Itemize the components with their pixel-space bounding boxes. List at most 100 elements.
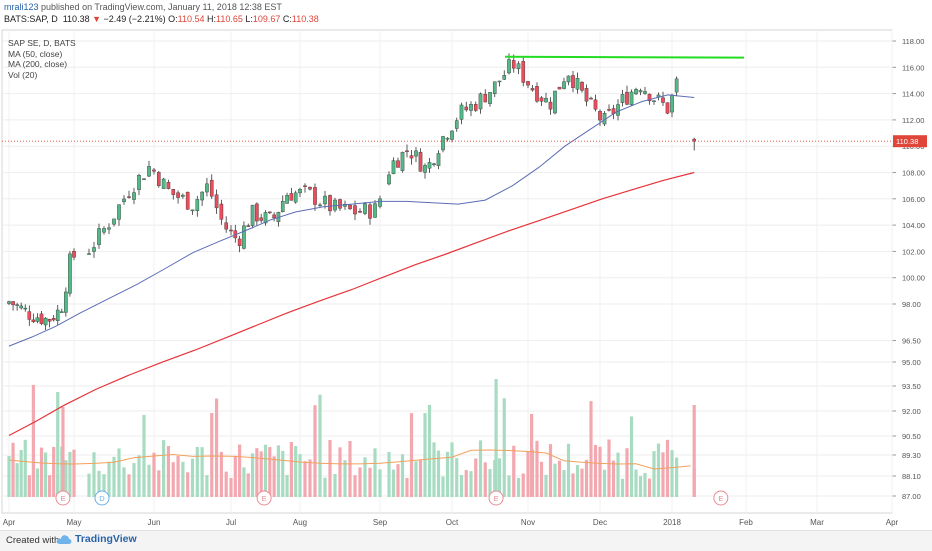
volume-bar [368,467,372,497]
candle-body [427,162,432,169]
volume-bar [137,455,141,497]
volume-bar [27,475,31,497]
candle-body [51,317,56,321]
candle-body [246,225,251,227]
volume-bar [450,442,454,497]
candle-body [674,78,679,93]
candle-body [526,81,530,86]
candle-body [497,80,502,83]
volume-bar [205,475,209,497]
candle-body [27,311,32,320]
volume-bar [313,405,317,497]
volume-bar [459,474,464,497]
candle-body [255,203,259,222]
candle-body [584,88,589,102]
candle-body [31,319,36,323]
volume-bar [643,472,647,497]
candle-body [488,92,492,104]
volume-bar [502,398,506,497]
volume-bar [224,471,228,497]
candle-body [313,187,317,205]
candle-body [280,201,285,212]
tradingview-brand[interactable]: TradingView [56,533,137,545]
candle-body [459,104,464,120]
candle-body [647,93,652,102]
volume-bar [19,449,23,497]
y-tick-label: 114.00 [902,90,924,99]
event-label: E [718,494,723,503]
candle-body [117,204,121,220]
candle-body [122,198,126,203]
x-tick-label: 2018 [663,518,681,527]
volume-bar [634,469,638,497]
candle-body [242,225,246,249]
volume-bar [432,442,436,497]
open-value: 110.54 [177,14,205,24]
candle-body [598,111,602,121]
candle-body [652,100,656,102]
x-tick-label: May [66,518,81,527]
brand-text: TradingView [75,533,137,545]
volume-bar [272,456,276,497]
volume-bar [580,468,584,497]
candle-body [268,211,272,214]
volume-bar [589,401,593,497]
candle-body [214,194,219,209]
price-chart[interactable]: 118.00116.00114.00112.00110.00108.00106.… [0,28,932,530]
candle-body [107,227,111,230]
y-tick-label: 93.50 [902,382,921,391]
volume-bar [441,476,445,497]
volume-bar [557,460,562,497]
volume-bar [31,384,35,497]
volume-bar [162,440,166,497]
candle-body [661,97,665,103]
candle-body [396,160,400,168]
candle-body [507,59,511,74]
volume-bar [166,445,171,497]
candle-body [35,317,40,322]
candle-body [23,307,28,310]
volume-bar [298,454,302,497]
y-tick-label: 100.00 [902,274,925,283]
volume-bar [285,475,289,497]
candle-body [200,191,204,201]
candle-body [391,160,396,174]
volume-bar [692,405,696,497]
volume-bar [68,451,72,497]
candle-body [137,175,141,190]
y-tick-label: 102.00 [902,247,925,256]
volume-bar [102,474,106,497]
volume-bar [263,444,268,497]
candle-body [571,75,575,88]
volume-bar [478,440,483,497]
candle-body [293,192,298,203]
volume-bar [363,457,367,497]
volume-bar [483,462,487,497]
created-with-text: Created with [6,535,60,546]
event-marker [713,490,729,506]
volume-bar [56,392,60,497]
volume-bar [611,460,616,497]
candle-body [387,174,391,185]
volume-bar [526,451,530,497]
legend-vol: Vol (20) [8,69,38,80]
y-tick-label: 106.00 [902,195,925,204]
volume-bar [328,440,332,497]
candle-body [373,203,377,218]
candle-body [263,212,268,224]
volume-bar [64,460,68,497]
event-marker [55,490,71,506]
y-tick-label: 116.00 [902,63,924,72]
volume-bar [378,469,382,497]
volume-bar [661,452,665,497]
volume-bar [72,449,76,497]
candle-body [409,155,414,159]
low-label: L: [245,14,253,24]
author-link[interactable]: mrali123 [4,2,39,12]
candle-body [185,191,190,210]
candle-body [43,317,48,326]
x-tick-label: Jun [148,518,161,527]
candle-body [39,313,44,324]
volume-bar [620,478,625,497]
volume-bar [616,452,620,497]
